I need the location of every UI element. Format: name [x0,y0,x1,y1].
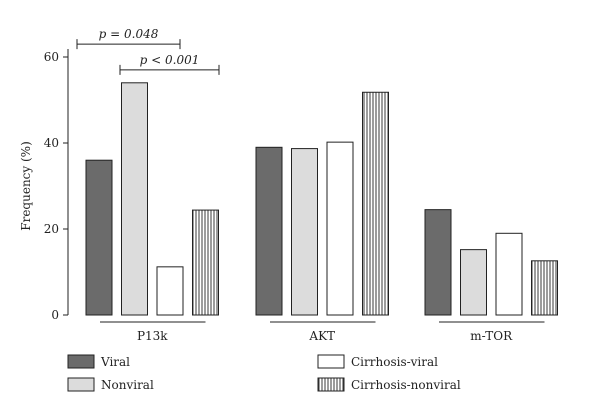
legend-label: Viral [100,355,130,369]
category-label: AKT [308,329,335,343]
y-axis-label: Frequency (%) [19,141,33,230]
bar-2-3 [531,260,558,316]
y-tick-label: 60 [44,50,59,64]
category-label: m-TOR [470,329,513,343]
legend-label: Cirrhosis-viral [351,355,438,369]
p-value-label: p < 0.001 [140,53,200,67]
legend-swatch [67,354,95,369]
bar-2-2 [495,232,523,316]
legend-item: Viral [67,354,130,369]
bar-1-3 [362,91,389,316]
category-label: P13k [137,329,168,343]
legend-label: Cirrhosis-nonviral [351,378,461,392]
bar-0-0 [85,159,113,316]
significance-bracket: p < 0.001 [119,53,220,75]
legend-item: Cirrhosis-nonviral [317,377,461,392]
bar-0-3 [192,209,219,316]
annotations: p = 0.048 p < 0.001 [76,27,220,75]
bar-1-1 [291,148,318,316]
legend: Viral Nonviral Cirrhosis-viral Cirrhosis-no… [67,354,461,392]
bar-0-2 [156,266,184,316]
axes: 0 20 40 60 Frequency (%) P13k AKT m-TOR [19,49,545,343]
legend-swatch [67,377,95,392]
p-value-label: p = 0.048 [99,27,159,41]
legend-swatch [317,377,345,392]
legend-swatch [317,354,345,369]
bar-1-2 [326,141,354,316]
bar-2-1 [460,249,487,316]
bar-1-0 [255,146,283,316]
y-tick-label: 40 [44,136,59,150]
legend-item: Nonviral [67,377,154,392]
y-tick-label: 20 [44,222,59,236]
significance-bracket: p = 0.048 [76,27,181,50]
y-tick-label: 0 [51,308,59,322]
bar-2-0 [424,209,452,316]
legend-label: Nonviral [101,378,154,392]
legend-item: Cirrhosis-viral [317,354,438,369]
bars [85,82,558,316]
bar-0-1 [121,82,148,316]
